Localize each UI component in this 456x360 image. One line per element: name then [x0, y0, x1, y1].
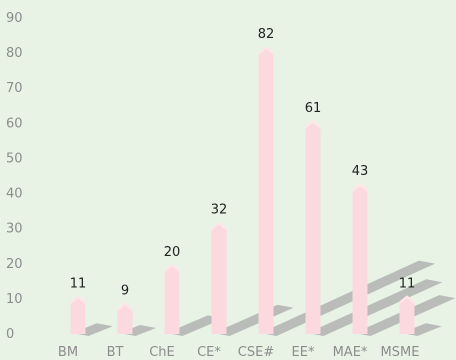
x-tick-label: BM [58, 345, 78, 360]
y-tick-label: 50 [6, 151, 23, 166]
y-tick-label: 40 [6, 187, 23, 202]
value-label: 82 [258, 27, 275, 42]
bar [258, 46, 274, 334]
value-label: 11 [399, 276, 416, 291]
bar [164, 263, 180, 334]
bar-cap [164, 263, 180, 273]
y-tick-label: 10 [6, 292, 23, 307]
x-axis: BM BT ChE CE* CSE# EE* MAE* MSME [58, 345, 420, 360]
bar-cap [70, 295, 86, 305]
y-tick-label: 60 [6, 116, 23, 131]
bar [211, 221, 227, 334]
bar [399, 295, 415, 334]
bar-cap [305, 119, 321, 129]
x-tick-label: CE* [197, 345, 221, 360]
bar-shadow [166, 315, 224, 336]
bar [117, 302, 133, 334]
value-label: 61 [305, 101, 322, 116]
value-label: 11 [70, 276, 87, 291]
bar-cap [399, 295, 415, 305]
bar-shadow [260, 260, 435, 336]
bar-cap [258, 46, 274, 56]
value-labels: 11 9 20 32 82 61 43 11 [70, 27, 416, 298]
y-tick-label: 0 [6, 327, 14, 342]
y-tick-label: 80 [6, 46, 23, 61]
bar [352, 183, 368, 334]
value-label: 20 [164, 245, 181, 260]
x-tick-label: ChE [149, 345, 175, 360]
bar-cap [117, 302, 133, 312]
bar-cap [211, 221, 227, 231]
y-tick-label: 70 [6, 81, 23, 96]
y-axis: 0 10 20 30 40 50 60 70 80 90 [6, 11, 23, 342]
bar-cap [352, 183, 368, 193]
bar [70, 295, 86, 334]
x-tick-label: CSE# [238, 345, 274, 360]
value-label: 9 [121, 283, 129, 298]
y-tick-label: 30 [6, 222, 23, 237]
bars [70, 46, 415, 334]
value-label: 32 [211, 203, 228, 218]
bar-shadow [307, 279, 443, 336]
x-tick-label: MAE* [333, 345, 368, 360]
x-tick-label: BT [107, 345, 124, 360]
y-tick-label: 20 [6, 257, 23, 272]
value-label: 43 [352, 164, 369, 179]
x-tick-label: MSME [381, 345, 420, 360]
x-tick-label: EE* [292, 345, 315, 360]
bar [305, 119, 321, 334]
y-tick-label: 90 [6, 11, 23, 26]
